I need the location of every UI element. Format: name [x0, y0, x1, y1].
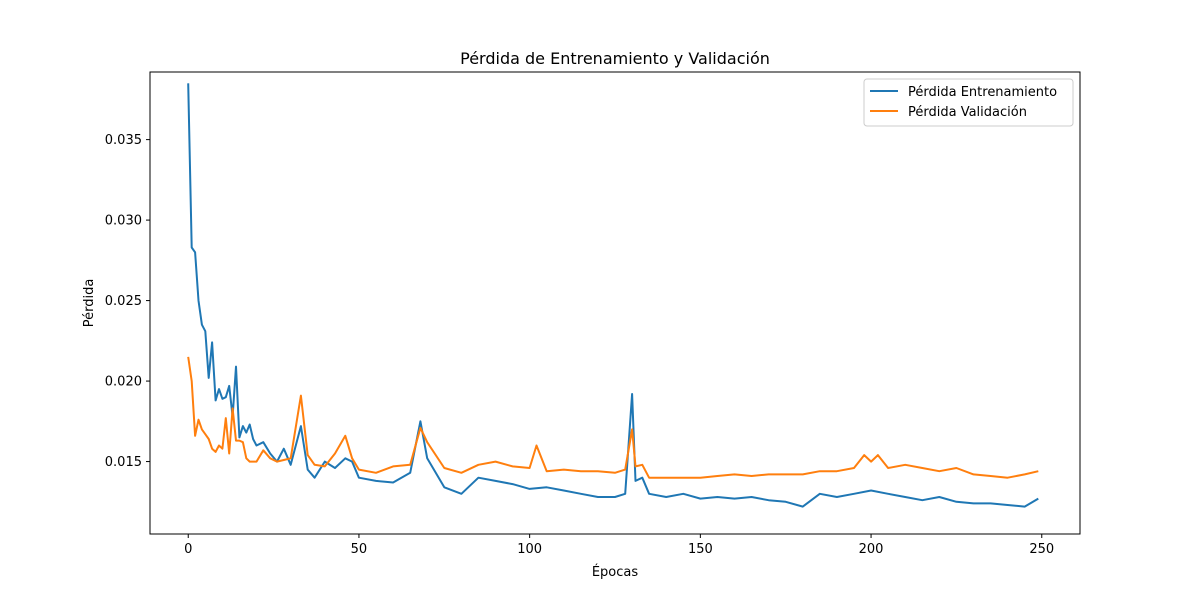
y-axis: 0.015 0.020 0.025 0.030 0.035	[105, 133, 150, 470]
x-tick-label-0: 0	[184, 542, 192, 557]
y-tick-label-1: 0.020	[105, 375, 142, 390]
plot-area	[149, 71, 1081, 535]
x-tick-label-5: 250	[1029, 542, 1054, 557]
x-tick-label-1: 50	[351, 542, 368, 557]
x-tick-label-2: 100	[517, 542, 542, 557]
x-tick-label-4: 200	[859, 542, 884, 557]
y-tick-label-4: 0.035	[105, 133, 142, 148]
legend-label-1: Pérdida Validación	[908, 105, 1027, 120]
series-line-1	[187, 356, 1039, 479]
y-axis-label: Pérdida	[82, 279, 97, 328]
chart-title: Pérdida de Entrenamiento y Validación	[460, 49, 770, 68]
legend-box	[863, 78, 1074, 127]
x-axis: 0 50 100 150 200 250	[184, 534, 1054, 557]
x-axis-label: Épocas	[592, 564, 639, 580]
legend: Pérdida Entrenamiento Pérdida Validación	[863, 78, 1074, 127]
series-layer	[187, 83, 1039, 508]
y-tick-label-2: 0.025	[105, 294, 142, 309]
x-tick-label-3: 150	[688, 542, 713, 557]
y-tick-label-0: 0.015	[105, 455, 142, 470]
legend-label-0: Pérdida Entrenamiento	[908, 85, 1057, 100]
y-tick-label-3: 0.030	[105, 214, 142, 229]
